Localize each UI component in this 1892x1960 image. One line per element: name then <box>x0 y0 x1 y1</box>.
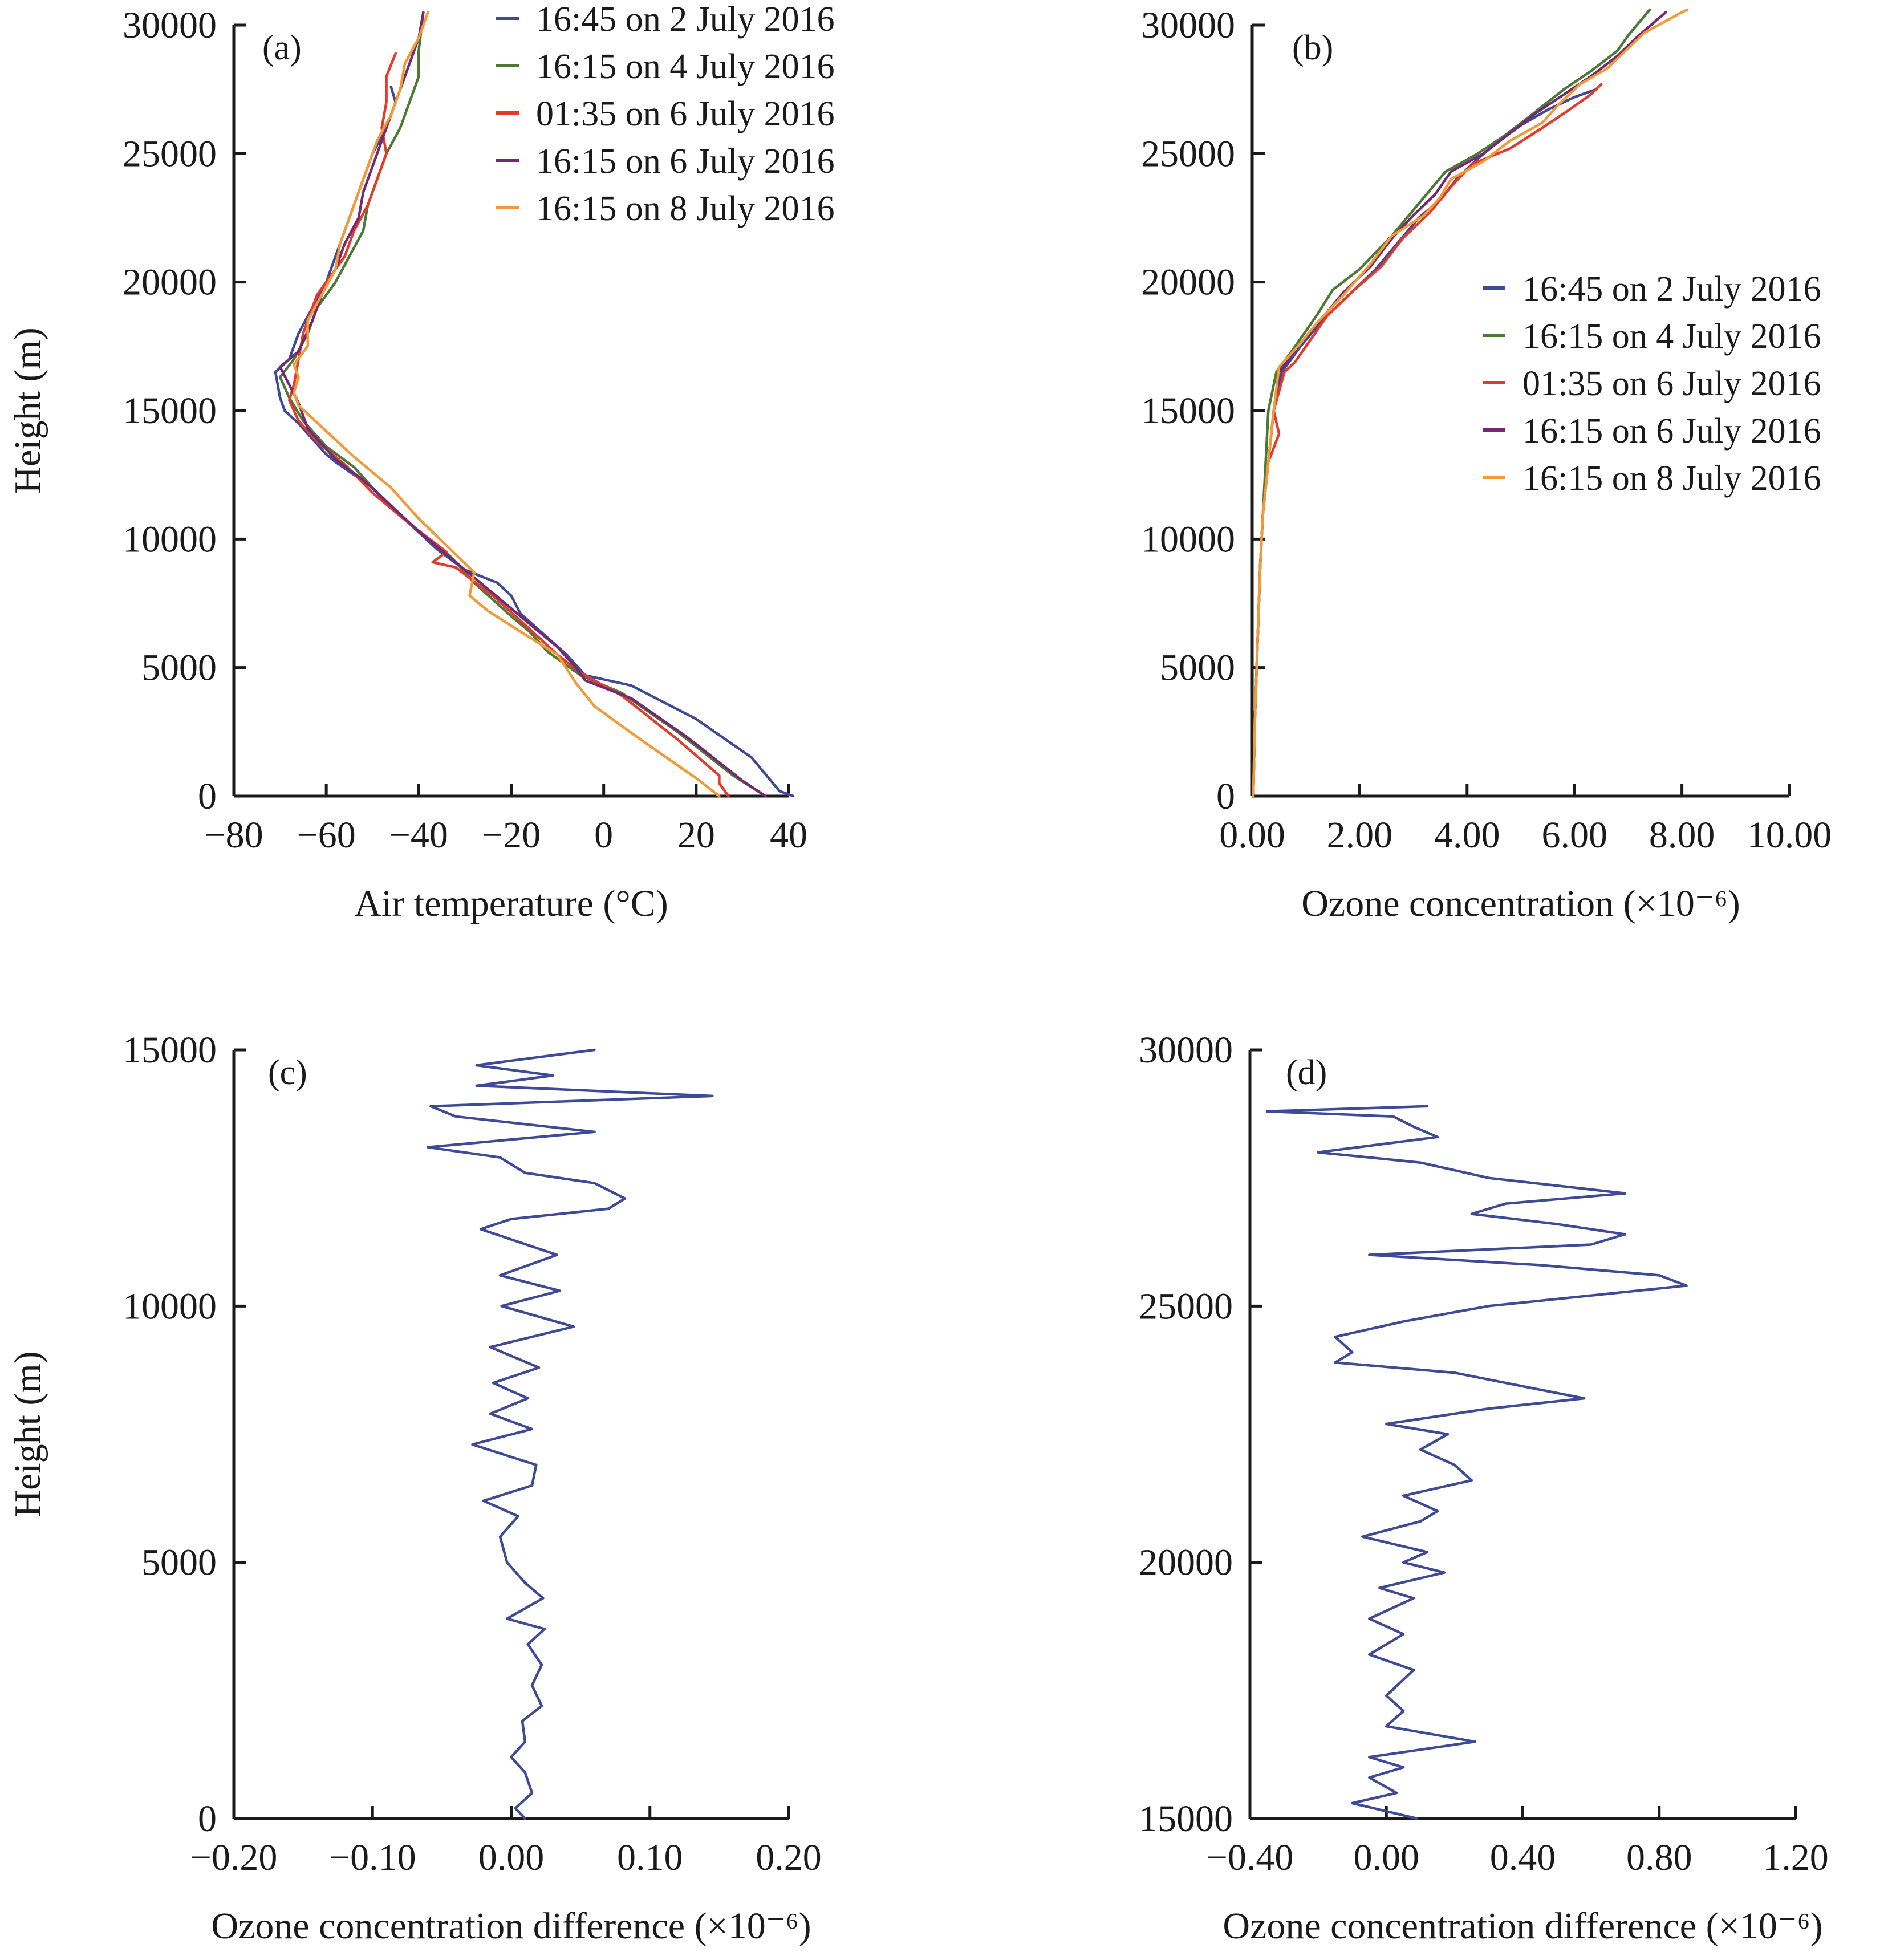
panel-label: (c) <box>268 1053 307 1092</box>
legend-label: 16:15 on 8 July 2016 <box>536 189 835 228</box>
x-tick-label: −0.10 <box>329 1837 416 1878</box>
x-tick-label: −60 <box>297 814 356 856</box>
y-tick-label: 10000 <box>123 1285 217 1327</box>
x-tick-label: 0.40 <box>1490 1837 1556 1878</box>
y-tick-label: 20000 <box>123 262 217 303</box>
x-axis-title: Ozone concentration difference (×10⁻⁶) <box>211 1905 811 1947</box>
y-tick-label: 0 <box>1216 776 1235 817</box>
x-tick-label: 0.00 <box>1354 1837 1420 1878</box>
y-tick-label: 25000 <box>1141 133 1235 175</box>
legend: 16:45 on 2 July 2016 16:15 on 4 July 2016… <box>496 0 835 228</box>
x-tick-label: 8.00 <box>1649 814 1715 856</box>
panel-d: 15000 20000 25000 30000 −0.40 0.00 0.40 0.80 1.2… <box>1139 1029 1829 1947</box>
y-tick-label: 25000 <box>123 133 217 175</box>
y-tick-label: 0 <box>198 1798 217 1840</box>
x-tick-label: 0.00 <box>1219 814 1285 856</box>
x-tick-label: −20 <box>482 814 541 856</box>
x-tick-label: 20 <box>677 814 715 856</box>
series-line-4 <box>1252 11 1667 798</box>
x-tick-label: −40 <box>389 814 448 856</box>
panel-label: (a) <box>262 29 302 67</box>
x-tick-label: 4.00 <box>1434 814 1500 856</box>
x-tick-label: 0.20 <box>756 1837 822 1878</box>
y-axis-title: Height (m) <box>7 327 48 493</box>
y-tick-label: 10000 <box>123 518 217 560</box>
y-tick-label: 5000 <box>141 1542 217 1584</box>
y-axis-title: Height (m) <box>7 1351 48 1517</box>
legend-label: 16:15 on 8 July 2016 <box>1522 459 1821 498</box>
x-tick-label: 0 <box>594 814 613 856</box>
panel-a: 0 5000 10000 15000 20000 25000 30000 −80 −60 −40−… <box>7 0 835 924</box>
panel-b: 0 5000 10000 15000 20000 25000 30000 0.00 2.00 4.… <box>1141 5 1832 924</box>
x-tick-label: 0.10 <box>617 1837 683 1878</box>
y-tick-label: 30000 <box>1139 1029 1233 1071</box>
y-tick-label: 15000 <box>1139 1798 1233 1840</box>
legend-label: 16:45 on 2 July 2016 <box>536 0 835 39</box>
y-tick-label: 15000 <box>123 1029 217 1071</box>
y-tick-label: 15000 <box>123 390 217 432</box>
legend-label: 16:15 on 4 July 2016 <box>536 47 835 86</box>
y-tick-label: 20000 <box>1139 1542 1233 1584</box>
series-line-5 <box>1252 8 1689 798</box>
x-axis-title: Ozone concentration (×10⁻⁶) <box>1301 883 1740 924</box>
x-axis-title: Air temperature (°C) <box>354 883 668 924</box>
legend-label: 16:15 on 4 July 2016 <box>1522 317 1821 356</box>
x-tick-label: 0.80 <box>1626 1837 1692 1878</box>
x-tick-label: 40 <box>770 814 807 856</box>
y-tick-label: 25000 <box>1139 1285 1233 1327</box>
y-tick-label: 20000 <box>1141 262 1235 303</box>
x-axis-title: Ozone concentration difference (×10⁻⁶) <box>1223 1905 1822 1947</box>
panel-label: (d) <box>1286 1053 1327 1092</box>
legend: 16:45 on 2 July 2016 16:15 on 4 July 2016… <box>1483 270 1821 498</box>
x-tick-label: −80 <box>204 814 263 856</box>
y-tick-label: 5000 <box>141 647 217 689</box>
panel-label: (b) <box>1292 29 1333 67</box>
series-line-1 <box>1265 1105 1688 1820</box>
y-tick-label: 0 <box>198 776 217 817</box>
y-tick-label: 15000 <box>1141 390 1235 432</box>
y-tick-label: 30000 <box>123 5 217 46</box>
y-tick-label: 30000 <box>1141 5 1235 46</box>
x-tick-label: 0.00 <box>478 1837 545 1878</box>
legend-label: 01:35 on 6 July 2016 <box>536 95 835 133</box>
legend-label: 16:45 on 2 July 2016 <box>1522 270 1821 309</box>
y-tick-label: 5000 <box>1160 647 1235 689</box>
x-tick-label: 6.00 <box>1541 814 1607 856</box>
legend-label: 16:15 on 6 July 2016 <box>1522 412 1821 451</box>
series-line-1 <box>427 1048 714 1820</box>
x-tick-label: −0.40 <box>1207 1837 1294 1878</box>
series-line-5 <box>293 11 721 798</box>
y-tick-label: 10000 <box>1141 518 1235 560</box>
x-tick-label: 2.00 <box>1327 814 1393 856</box>
x-tick-label: 1.20 <box>1763 1837 1829 1878</box>
panel-c: 0 5000 10000 15000 −0.20 −0.10 0.00 0.10 0.20 Ozo… <box>7 1029 822 1947</box>
x-tick-label: 10.00 <box>1747 814 1832 856</box>
legend-label: 16:15 on 6 July 2016 <box>536 142 835 181</box>
x-tick-label: −0.20 <box>190 1837 278 1878</box>
legend-label: 01:35 on 6 July 2016 <box>1522 364 1821 403</box>
